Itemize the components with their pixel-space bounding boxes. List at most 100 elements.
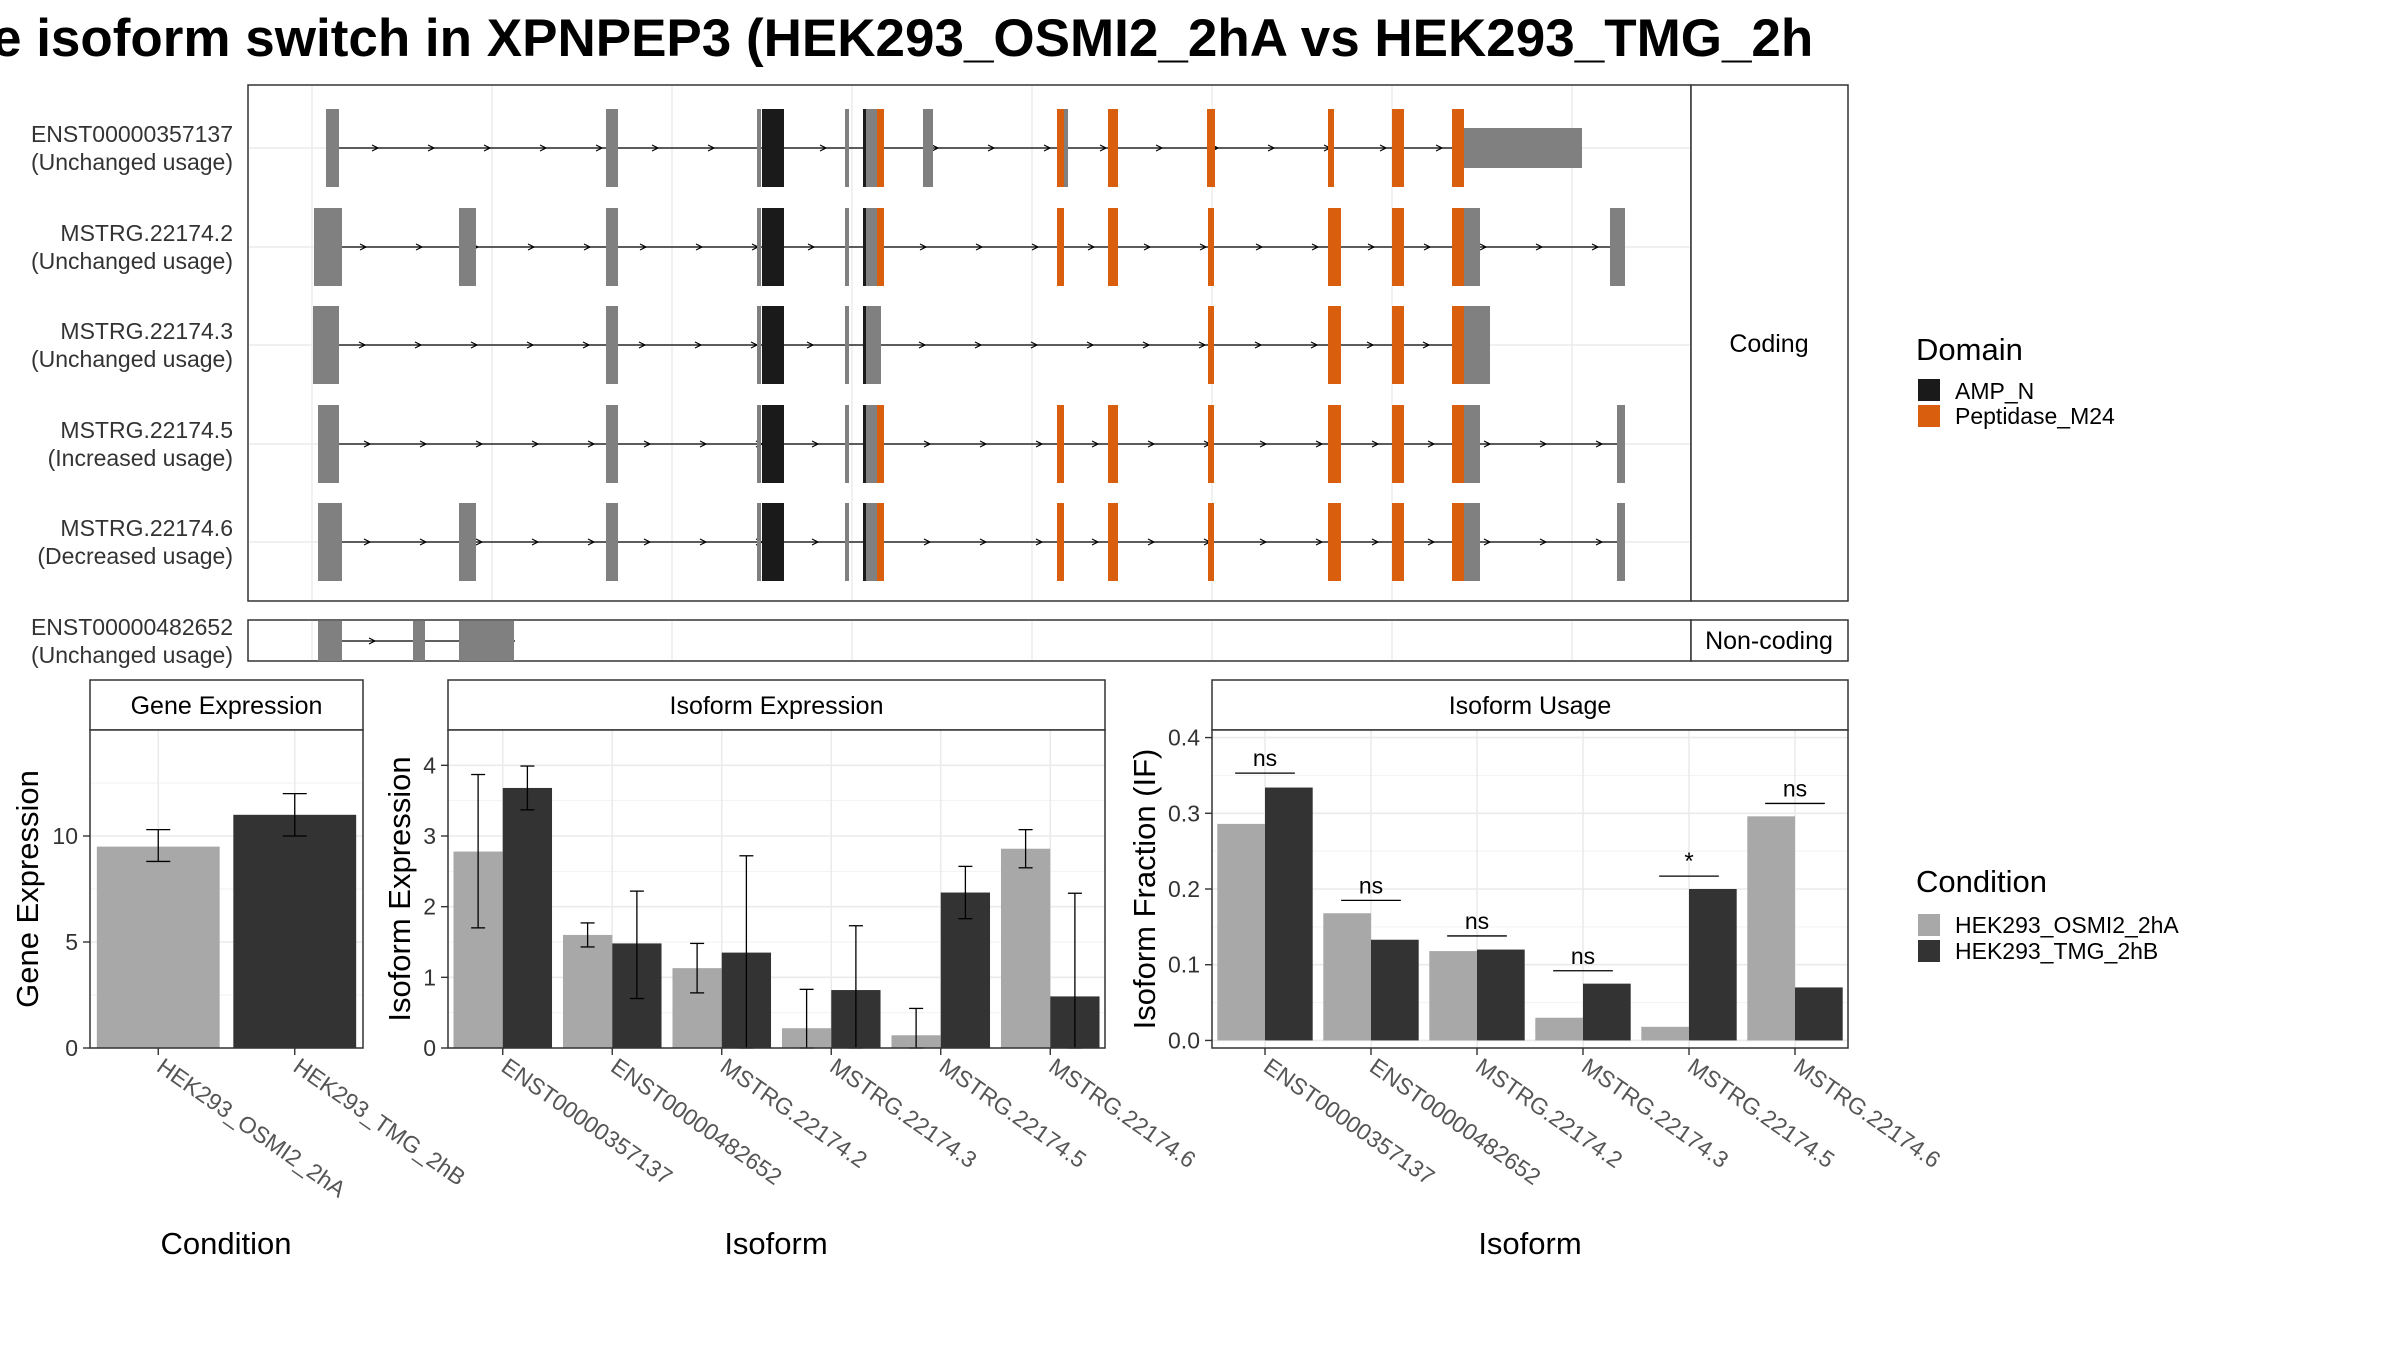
strand-arrow [583,243,592,251]
coding-panel-border [247,84,1692,602]
y-axis-title: Gene Expression [10,770,45,1008]
amp-n-domain [762,208,784,286]
strand-arrow [919,243,928,251]
strand-arrow [1315,440,1324,448]
x-tick-label: ENST00000357137 [1259,1053,1439,1190]
exon [757,503,761,581]
peptidase-m24-domain [1108,208,1118,286]
strand-arrow [979,538,988,546]
peptidase-m24-domain [1452,208,1464,286]
strand-arrow [1483,538,1492,546]
peptidase-m24-domain [1057,405,1064,483]
strand-arrow [582,341,591,349]
y-axis-title: Isoform Fraction (IF) [1127,749,1162,1030]
peptidase-m24-domain [1328,405,1341,483]
strand-arrow [1086,341,1095,349]
amp-n-domain [863,306,866,384]
strand-arrow [1539,440,1548,448]
transcript-usage: (Unchanged usage) [31,149,233,175]
exon [1617,405,1625,483]
amp-n-domain [762,306,784,384]
strand-arrow [1435,144,1444,152]
strand-arrow [1427,538,1436,546]
significance-label: ns [1253,745,1277,771]
amp-n-domain [863,208,866,286]
peptidase-m24-domain [1328,109,1334,187]
amp-n-domain [762,503,784,581]
exon [606,208,618,286]
cond-b-label: HEK293_TMG_2hB [1955,938,2158,964]
strand-arrow [806,341,815,349]
coding-strip [1690,84,1849,602]
strand-arrow [638,341,647,349]
exon [413,621,425,661]
strand-arrow [975,243,984,251]
strand-arrow [974,341,983,349]
strand-arrow [1427,440,1436,448]
exon [318,621,342,661]
strand-arrow [358,341,367,349]
strand-arrow [811,440,820,448]
strand-arrow [1423,243,1432,251]
exon [845,109,849,187]
peptidase-m24-domain [1207,109,1215,187]
y-tick-label: 0.4 [1168,725,1200,751]
exon [314,208,342,286]
y-tick-label: 0.1 [1168,952,1200,978]
peptidase-m24-domain [1057,208,1064,286]
peptidase-m24-domain [1392,405,1404,483]
peptidase-m24-domain [1208,503,1214,581]
strand-arrow [1366,341,1375,349]
strand-arrow [643,440,652,448]
strand-arrow [1091,440,1100,448]
strand-arrow [819,144,828,152]
strand-arrow [527,243,536,251]
strand-arrow [1099,144,1108,152]
strand-arrow [371,144,380,152]
y-tick-label: 4 [423,752,436,778]
y-tick-label: 3 [423,823,436,849]
bar [1323,913,1371,1041]
strand-arrow [699,538,708,546]
strand-arrow [694,341,703,349]
strand-arrow [699,440,708,448]
strand-arrow [1087,243,1096,251]
strand-arrow [1155,144,1164,152]
isoform-usage-chart: Isoform Usage 0.0 0.1 0.2 0.3 0.4 ns ns ns ns * ns E… [1127,679,1945,1261]
strand-arrow [1479,243,1488,251]
exon [923,109,933,187]
bar [1583,983,1631,1041]
exon [606,503,618,581]
exon [606,306,618,384]
significance-label: ns [1465,908,1489,934]
amp-n-label: AMP_N [1955,378,2034,404]
noncoding-transcripts [318,621,515,661]
facet-strip [1211,679,1849,731]
strand-arrow [651,144,660,152]
transcript-name: MSTRG.22174.3 [60,318,233,344]
amp-n-domain [863,503,866,581]
transcript-structure-panel: Coding Non-coding ENST00000357137(Unchan… [31,84,1849,668]
exon [1063,109,1068,187]
bar [1477,949,1525,1041]
peptidase-m24-domain [1392,503,1404,581]
strand-arrow [1367,243,1376,251]
significance-label: ns [1783,775,1807,801]
peptidase-m24-domain [1108,503,1118,581]
strand-arrow [707,144,716,152]
strand-arrow [979,440,988,448]
strand-arrow [1147,440,1156,448]
noncoding-strip-label: Non-coding [1705,627,1833,655]
peptidase-key [1918,405,1940,427]
strand-arrow [531,538,540,546]
strand-arrow [918,341,927,349]
coding-transcripts [313,109,1625,581]
strand-arrow [1259,440,1268,448]
peptidase-label: Peptidase_M24 [1955,403,2115,429]
transcript-name: ENST00000482652 [31,614,233,640]
exon [845,306,849,384]
strand-arrow [587,538,596,546]
exon [845,503,849,581]
transcript-usage: (Unchanged usage) [31,346,233,372]
